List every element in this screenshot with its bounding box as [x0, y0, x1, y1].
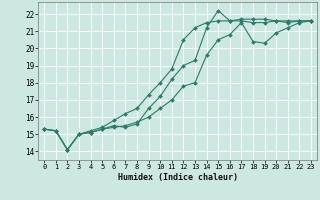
- X-axis label: Humidex (Indice chaleur): Humidex (Indice chaleur): [118, 173, 238, 182]
